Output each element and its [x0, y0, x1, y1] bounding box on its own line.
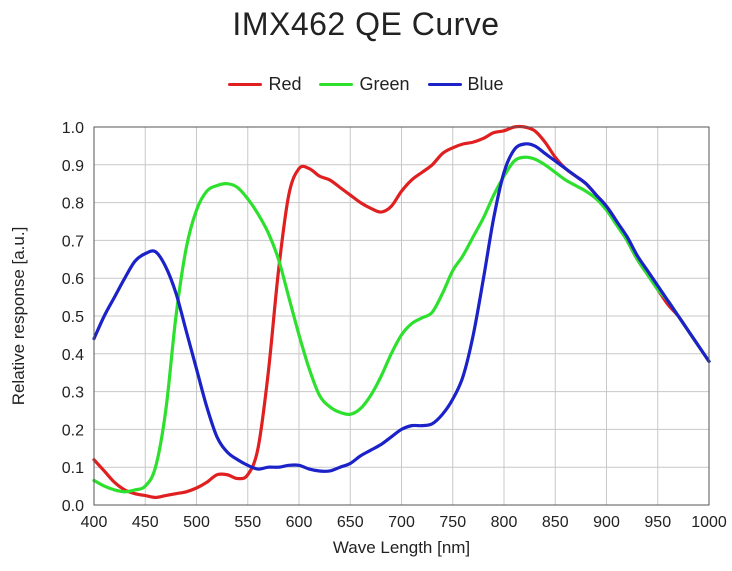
- y-tick-label: 0.3: [62, 385, 84, 402]
- legend-label-blue: Blue: [467, 74, 504, 94]
- legend-item-green: Green: [319, 74, 410, 95]
- y-tick-label: 0.4: [62, 347, 84, 364]
- legend-swatch-blue: [427, 83, 462, 86]
- y-tick-label: 0.7: [62, 233, 84, 250]
- x-tick-label: 650: [337, 514, 364, 531]
- x-tick-labels: 400 450 500 550 600 650 700 750 800 850 900 950 1000: [81, 514, 727, 531]
- y-axis-label: Relative response [a.u.]: [9, 227, 28, 406]
- legend-label-green: Green: [359, 74, 410, 94]
- x-tick-label: 800: [491, 514, 518, 531]
- legend-label-red: Red: [268, 74, 302, 94]
- x-axis-label: Wave Length [nm]: [333, 538, 470, 557]
- x-tick-label: 550: [234, 514, 261, 531]
- x-tick-label: 850: [542, 514, 569, 531]
- y-tick-label: 0.8: [62, 196, 84, 213]
- y-tick-label: 0.1: [62, 460, 84, 477]
- chart-title: IMX462 QE Curve: [232, 6, 500, 42]
- series-group: [92, 124, 711, 500]
- x-tick-label: 1000: [691, 514, 727, 531]
- grid: [93, 126, 710, 506]
- y-tick-label: 1.0: [62, 120, 84, 137]
- y-tick-label: 0.2: [62, 422, 84, 439]
- y-tick-label: 0.9: [62, 158, 84, 175]
- y-tick-label: 0.6: [62, 271, 84, 288]
- x-tick-label: 450: [132, 514, 159, 531]
- legend-swatch-red: [228, 83, 263, 86]
- legend-item-blue: Blue: [427, 74, 504, 95]
- legend-item-red: Red: [228, 74, 301, 95]
- y-tick-label: 0.5: [62, 309, 84, 326]
- legend: Red Green Blue: [0, 74, 732, 95]
- y-tick-label: 0.0: [62, 498, 84, 515]
- x-tick-label: 900: [593, 514, 620, 531]
- x-tick-label: 600: [286, 514, 313, 531]
- y-tick-labels: 0.0 0.1 0.2 0.3 0.4 0.5 0.6 0.7 0.8 0.9 1.0: [62, 120, 84, 515]
- x-tick-label: 400: [81, 514, 108, 531]
- plot-frame: [93, 126, 710, 506]
- series-line-blue: [92, 142, 711, 473]
- x-tick-label: 700: [388, 514, 415, 531]
- x-tick-label: 950: [644, 514, 671, 531]
- legend-swatch-green: [319, 83, 354, 86]
- x-tick-label: 500: [183, 514, 210, 531]
- x-tick-label: 750: [439, 514, 466, 531]
- series-line-green: [92, 155, 711, 494]
